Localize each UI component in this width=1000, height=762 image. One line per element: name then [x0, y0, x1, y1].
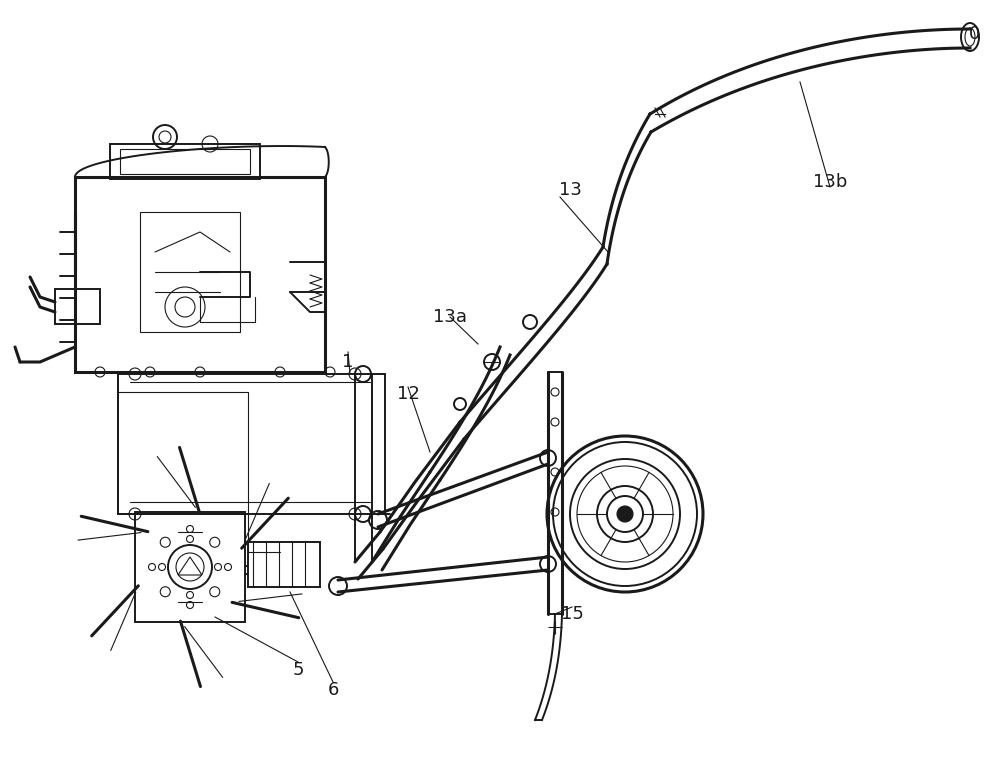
Text: 6: 6: [327, 681, 339, 699]
Bar: [75, 177, 325, 372]
Text: 15: 15: [561, 605, 583, 623]
Circle shape: [617, 506, 633, 522]
Bar: [110, 144, 260, 179]
Bar: [55, 289, 100, 324]
Text: 13: 13: [559, 181, 581, 199]
Text: 12: 12: [397, 385, 419, 403]
Bar: [135, 512, 245, 622]
Bar: [120, 149, 250, 174]
Text: 13b: 13b: [813, 173, 847, 191]
Text: 5: 5: [292, 661, 304, 679]
Text: 1: 1: [342, 353, 354, 371]
Text: 13a: 13a: [433, 308, 467, 326]
Bar: [140, 212, 240, 332]
Bar: [248, 542, 320, 587]
Text: 0: 0: [969, 25, 981, 43]
